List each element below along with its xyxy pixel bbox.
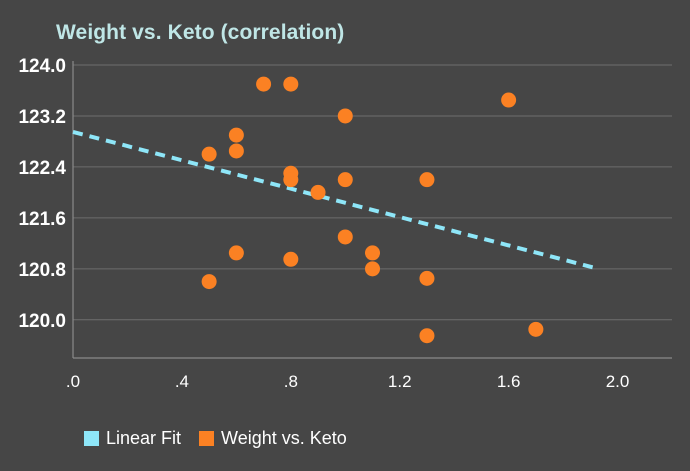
scatter-point [419, 270, 435, 286]
legend-label-weight-vs-keto: Weight vs. Keto [221, 428, 347, 448]
x-tick-label: .0 [66, 372, 80, 391]
y-tick-label: 122.4 [18, 158, 66, 179]
legend-swatch-weight-vs-keto [199, 431, 215, 446]
scatter-point [283, 76, 299, 92]
scatter-point [528, 321, 544, 337]
scatter-point [501, 92, 517, 108]
scatter-point [337, 108, 353, 124]
scatter-point [310, 184, 326, 200]
scatter-series [201, 76, 544, 344]
scatter-point [365, 245, 380, 261]
linear-fit-series [72, 129, 599, 271]
chart-title: Weight vs. Keto (correlation) [56, 21, 345, 44]
scatter-point [365, 261, 380, 277]
y-tick-label: 124.0 [18, 56, 66, 77]
scatter-point [283, 172, 299, 188]
tick-labels: 120.0 120.8 121.6 122.4 123.2 124.0 .0 .4 .8 1.2 1… [18, 56, 629, 391]
legend-item-linear-fit[interactable]: Linear Fit [84, 428, 181, 449]
legend-label-linear-fit: Linear Fit [106, 428, 182, 448]
legend-swatch-linear-fit [84, 431, 99, 446]
scatter-point [228, 143, 244, 159]
scatter-point [201, 146, 217, 162]
x-tick-label: .4 [175, 372, 189, 391]
scatter-plot: 120.0 120.8 121.6 122.4 123.2 124.0 .0 .4 .8 1.2 1… [18, 56, 672, 391]
x-tick-label: 1.6 [497, 372, 521, 391]
grid-lines [73, 64, 672, 321]
scatter-point [337, 229, 353, 245]
scatter-point [228, 127, 244, 143]
y-tick-label: 120.0 [18, 311, 66, 332]
legend-item-weight-vs-keto[interactable]: Weight vs. Keto [199, 428, 347, 449]
scatter-point [228, 245, 244, 261]
linear-fit-line [72, 129, 599, 271]
y-tick-label: 123.2 [18, 107, 66, 128]
legend: Linear Fit Weight vs. Keto [84, 428, 347, 449]
scatter-point [201, 274, 217, 290]
y-tick-label: 121.6 [18, 209, 66, 230]
scatter-point [419, 172, 435, 188]
axes [72, 61, 672, 359]
scatter-point [419, 328, 435, 344]
scatter-point [283, 251, 299, 267]
x-tick-label: 1.2 [388, 372, 412, 391]
scatter-point [256, 76, 272, 92]
x-tick-label: .8 [284, 372, 298, 391]
y-tick-label: 120.8 [18, 260, 66, 281]
x-tick-label: 2.0 [606, 372, 630, 391]
scatter-point [337, 172, 353, 188]
